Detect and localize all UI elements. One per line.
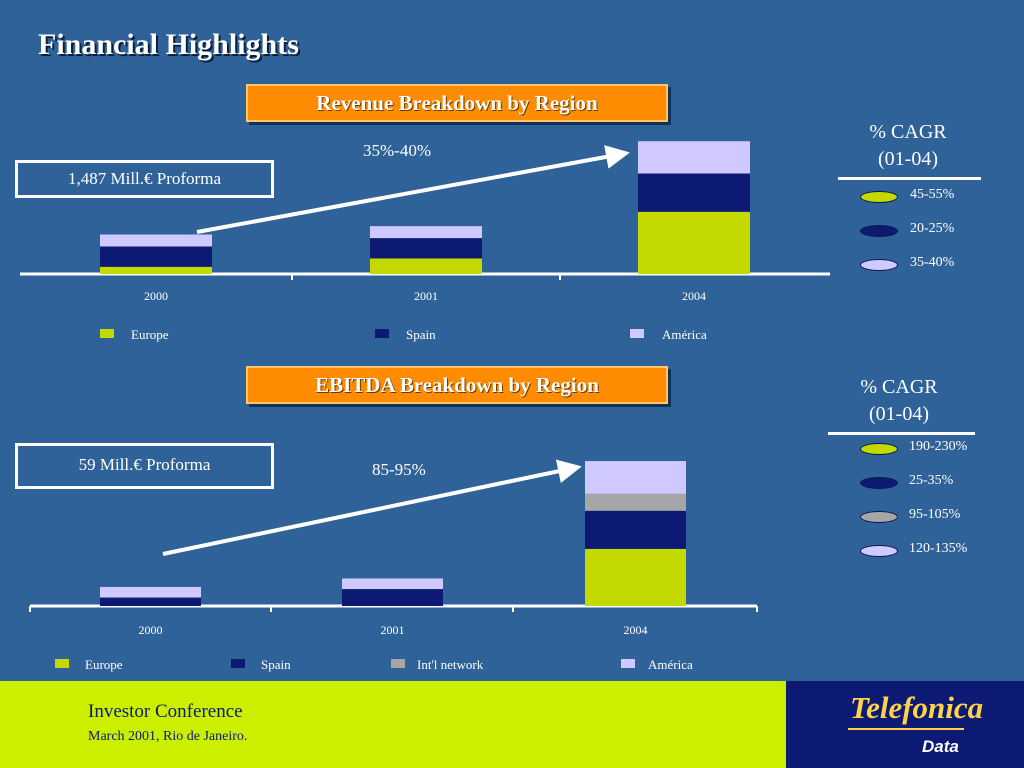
bar-spain-2001 [342, 589, 443, 606]
x-tick-label: 2004 [624, 623, 648, 637]
legend-label-intl-network: Int'l network [417, 657, 484, 672]
ebitda-cagr-rule [828, 432, 975, 435]
cagr-swatch [860, 545, 898, 557]
bar-spain-2001 [370, 238, 482, 259]
legend-swatch-europe [100, 329, 114, 338]
x-tick-label: 2001 [414, 289, 438, 303]
ebitda-cagr-title: % CAGR (01-04) [829, 374, 969, 428]
x-tick-label: 2000 [144, 289, 168, 303]
cagr-label: 95-105% [909, 507, 961, 522]
bar-spain-2004 [638, 173, 750, 212]
legend-label-america: América [662, 327, 707, 342]
cagr-swatch [860, 443, 898, 455]
cagr-swatch [860, 511, 898, 523]
bar-am-rica-2004 [638, 141, 750, 174]
cagr-swatch [860, 259, 898, 271]
revenue-callout: 1,487 Mill.€ Proforma [15, 160, 274, 198]
cagr-label: 190-230% [909, 439, 968, 454]
bar-spain-2000 [100, 246, 212, 267]
legend-label-europe: Europe [131, 327, 169, 342]
bar-am-rica-2000 [100, 586, 201, 598]
legend-swatch-america [630, 329, 644, 338]
bar-int-l-network-2004 [585, 493, 686, 511]
revenue-cagr-rule [838, 177, 981, 180]
cagr-label: 45-55% [910, 187, 955, 202]
ebitda-banner: EBITDA Breakdown by Region [246, 366, 668, 404]
bar-am-rica-2004 [585, 461, 686, 494]
legend-label-america: América [648, 657, 693, 672]
conference-title: Investor Conference [88, 701, 243, 722]
legend-swatch-intl-network [391, 659, 405, 668]
cagr-label: 120-135% [909, 541, 968, 556]
cagr-swatch [860, 225, 898, 237]
revenue-cagr-title-line1: % CAGR [869, 121, 947, 143]
cagr-swatch [860, 191, 898, 203]
ebitda-growth-arrow [162, 459, 582, 556]
logo-underline [848, 728, 964, 730]
revenue-cagr-title: % CAGR (01-04) [838, 119, 978, 173]
page-title: Financial Highlights [38, 28, 299, 61]
revenue-growth: 35%-40% [363, 141, 431, 160]
legend-swatch-spain [231, 659, 245, 668]
legend-swatch-spain [375, 329, 389, 338]
revenue-banner: Revenue Breakdown by Region [246, 84, 668, 122]
bar-spain-2004 [585, 510, 686, 549]
legend-label-spain: Spain [261, 657, 291, 672]
cagr-swatch [860, 477, 898, 489]
x-tick-label: 2001 [381, 623, 405, 637]
revenue-growth-arrow [196, 145, 630, 234]
bar-europe-2004 [585, 548, 686, 606]
bar-am-rica-2001 [370, 226, 482, 239]
revenue-cagr-title-line2: (01-04) [878, 148, 938, 170]
bar-europe-2004 [638, 211, 750, 274]
footer-bar [0, 681, 786, 768]
legend-label-spain: Spain [406, 327, 436, 342]
cagr-label: 20-25% [910, 221, 955, 236]
ebitda-callout: 59 Mill.€ Proforma [15, 443, 274, 489]
ebitda-growth: 85-95% [372, 460, 426, 479]
bar-europe-2000 [100, 266, 212, 274]
legend-label-europe: Europe [85, 657, 123, 672]
bar-spain-2000 [100, 597, 201, 606]
ebitda-chart: 2000 2001 2004 [29, 461, 758, 637]
x-tick-label: 2000 [139, 623, 163, 637]
bar-europe-2001 [370, 258, 482, 274]
cagr-label: 25-35% [909, 473, 954, 488]
conference-date: March 2001, Rio de Janeiro. [88, 729, 248, 744]
x-tick-label: 2004 [682, 289, 706, 303]
legend-swatch-europe [55, 659, 69, 668]
cagr-label: 35-40% [910, 255, 955, 270]
bar-am-rica-2000 [100, 234, 212, 247]
ebitda-cagr-title-line2: (01-04) [869, 403, 929, 425]
telefonica-logo: Telefonica [850, 690, 984, 725]
footer-logo-panel [786, 681, 1024, 768]
legend-swatch-america [621, 659, 635, 668]
bar-am-rica-2001 [342, 578, 443, 590]
ebitda-cagr-title-line1: % CAGR [860, 376, 938, 398]
logo-data-label: Data [922, 737, 959, 756]
revenue-chart: 2000 2001 2004 [20, 141, 830, 303]
